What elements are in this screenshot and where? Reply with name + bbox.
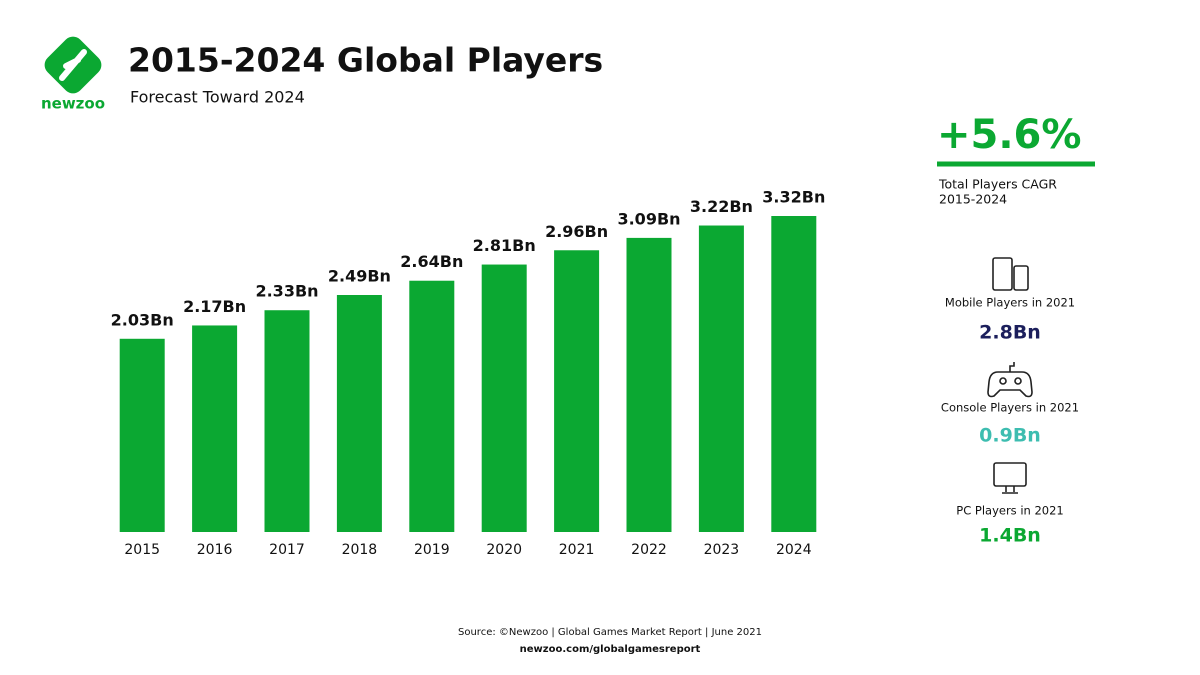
value-label: 3.32Bn [762, 188, 825, 207]
x-tick-label: 2019 [414, 542, 450, 558]
value-label: 3.09Bn [617, 209, 680, 228]
bar [771, 216, 817, 532]
source: Source: ©Newzoo | Global Games Market Re… [458, 627, 762, 638]
bar [481, 264, 527, 532]
x-tick-label: 2024 [776, 542, 812, 558]
bar [119, 338, 165, 532]
cagr-value: +5.6% [937, 112, 1081, 158]
value-label: 3.22Bn [690, 197, 753, 216]
bar [336, 295, 382, 532]
x-tick-label: 2022 [631, 542, 667, 558]
value-label: 2.17Bn [183, 297, 246, 316]
stat-value: 0.9Bn [979, 425, 1041, 447]
x-tick-label: 2023 [704, 542, 740, 558]
bar [264, 310, 310, 532]
console-icon [987, 362, 1033, 398]
value-label: 2.96Bn [545, 222, 608, 241]
stat-label: PC Players in 2021 [956, 504, 1063, 518]
brand: newzoo [41, 95, 105, 113]
value-label: 2.81Bn [473, 236, 536, 255]
x-tick-label: 2020 [486, 542, 522, 558]
bar [409, 280, 455, 532]
chart-subtitle: Forecast Toward 2024 [130, 88, 305, 107]
x-tick-label: 2021 [559, 542, 595, 558]
value-label: 2.33Bn [255, 282, 318, 301]
cagr-label: Total Players CAGR [938, 177, 1057, 192]
stat-value: 2.8Bn [979, 322, 1041, 344]
source-url: newzoo.com/globalgamesreport [520, 644, 701, 655]
value-label: 2.03Bn [111, 310, 174, 329]
chart-title: 2015-2024 Global Players [128, 41, 603, 80]
stat-value: 1.4Bn [979, 525, 1041, 547]
value-label: 2.64Bn [400, 252, 463, 271]
pc-icon [993, 462, 1027, 494]
bar [192, 325, 238, 532]
value-label: 2.49Bn [328, 267, 391, 286]
x-tick-label: 2018 [342, 542, 378, 558]
logo [44, 36, 102, 94]
stat-label: Console Players in 2021 [941, 401, 1079, 415]
x-tick-label: 2016 [197, 542, 233, 558]
cagr-label: 2015-2024 [939, 192, 1007, 207]
x-tick-label: 2015 [124, 542, 160, 558]
bar [554, 250, 600, 532]
mobile-icon [992, 257, 1029, 291]
bar [698, 225, 744, 532]
stat-label: Mobile Players in 2021 [945, 296, 1075, 310]
x-tick-label: 2017 [269, 542, 305, 558]
bar [626, 237, 672, 532]
